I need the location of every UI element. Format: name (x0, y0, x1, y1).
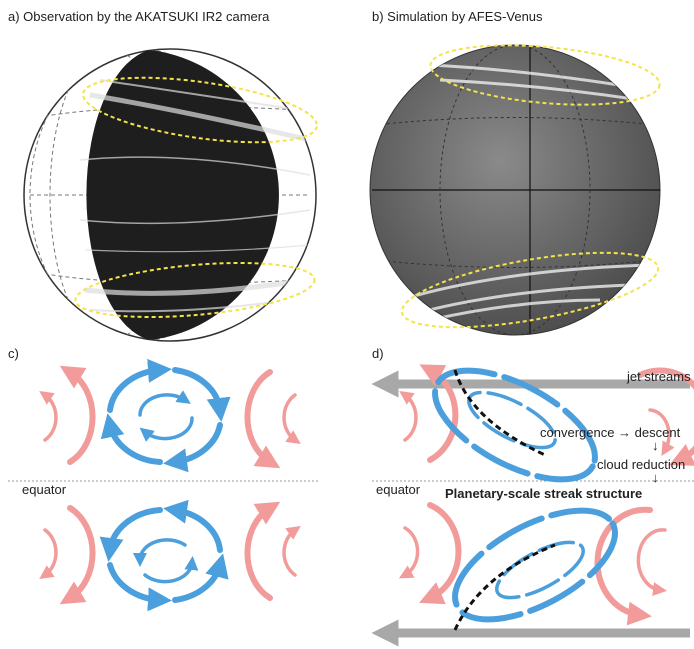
annotation: ↓ (652, 438, 659, 453)
globe-a (24, 49, 321, 341)
cells-c-shape (45, 530, 56, 575)
cells-c-shape (145, 563, 192, 582)
cells-d-shape (638, 530, 665, 590)
cells-d-shape (405, 395, 416, 440)
cells-c: equator (8, 370, 320, 600)
cells-c-shape (175, 370, 220, 410)
cells-c-shape (110, 370, 160, 410)
cells-c-shape (110, 565, 160, 600)
annotation: ↓ (652, 470, 659, 485)
panel-a-label: a) Observation by the AKATSUKI IR2 camer… (8, 9, 270, 24)
annotation: convergence → descent (540, 425, 681, 440)
annotation: jet streams (626, 369, 691, 384)
cells-c-shape (247, 372, 270, 462)
cells-c-shape (70, 508, 93, 598)
cells-c-shape (175, 425, 220, 462)
cells-c-shape (284, 530, 295, 575)
annotation: Planetary-scale streak structure (445, 486, 642, 501)
cells-c-shape (110, 425, 160, 462)
cells-d-shape (430, 505, 458, 598)
panel-b-label: b) Simulation by AFES-Venus (372, 9, 543, 24)
cells-c-shape (45, 395, 56, 440)
equator-label: equator (376, 482, 421, 497)
equator-label: equator (22, 482, 67, 497)
panel-d-label: d) (372, 346, 384, 361)
cells-d-shape (489, 532, 591, 609)
cells-c-shape (284, 395, 295, 440)
cells-c-shape (140, 395, 185, 415)
annotation: cloud reduction (597, 457, 685, 472)
cells-c-shape (140, 540, 185, 560)
cells-d-shape (439, 488, 632, 641)
globe-b (370, 37, 663, 342)
cells-d-shape (405, 528, 418, 575)
cells-c-shape (175, 565, 220, 600)
figure: a) Observation by the AKATSUKI IR2 camer… (0, 0, 694, 649)
cells-d: jet streams convergence → descent ↓ clou… (372, 348, 694, 641)
panel-c-label: c) (8, 346, 19, 361)
cells-c-shape (247, 508, 270, 598)
cells-c-shape (70, 372, 93, 462)
cells-c-shape (145, 418, 192, 439)
